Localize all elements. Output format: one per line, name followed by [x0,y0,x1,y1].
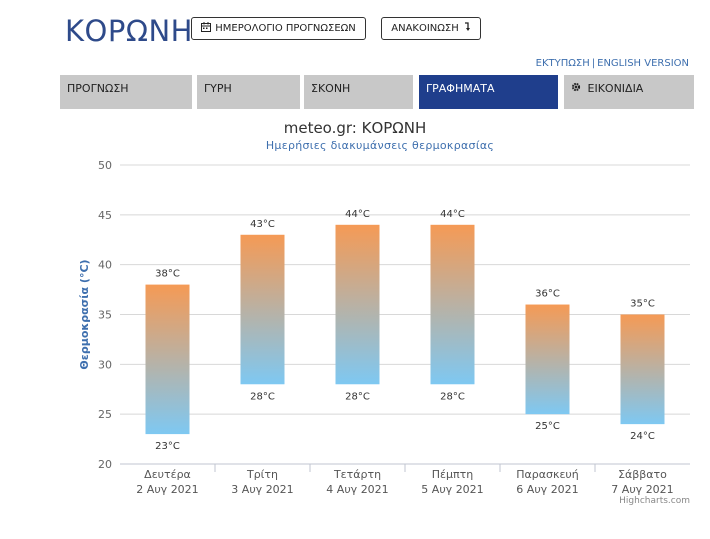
high-temp-label: 35°C [630,299,655,310]
calendar-button[interactable]: ΗΜΕΡΟΛΟΓΙΟ ΠΡΟΓΝΩΣΕΩΝ [191,17,366,40]
x-tick-day-label: Τρίτη [246,468,278,481]
tab-label: ΕΙΚΟΝΙΔΙΑ [587,82,644,95]
y-tick-label: 35 [98,309,112,322]
y-tick-label: 25 [98,408,112,421]
y-tick-label: 40 [98,259,112,272]
y-tick-label: 30 [98,358,112,371]
tab-label: ΠΡΟΓΝΩΣΗ [67,82,129,95]
chart-subtitle: Ημερήσιες διακυμάνσεις θερμοκρασίας [265,139,495,152]
english-version-link[interactable]: ENGLISH VERSION [597,58,689,69]
x-tick-day-label: Δευτέρα [144,468,191,481]
low-temp-label: 28°C [345,391,370,402]
low-temp-label: 23°C [155,441,180,452]
tab-label: ΓΥΡΗ [204,82,232,95]
y-tick-label: 50 [98,159,112,172]
announcement-button-label: ΑΝΑΚΟΙΝΩΣΗ [391,23,459,34]
x-tick-date-label: 3 Αυγ 2021 [231,483,293,496]
y-tick-label: 20 [98,458,112,471]
high-temp-label: 44°C [440,209,465,220]
temperature-bar [525,304,570,415]
low-temp-label: 25°C [535,421,560,432]
tab-icons[interactable]: ΕΙΚΟΝΙΔΙΑ [564,75,694,109]
x-tick-day-label: Σάββατο [618,468,667,481]
high-temp-label: 43°C [250,219,275,230]
city-title: ΚΟΡΩΝΗ [65,14,193,48]
x-tick-date-label: 4 Αυγ 2021 [326,483,388,496]
chart-title: meteo.gr: ΚΟΡΩΝΗ [283,119,427,137]
x-tick-date-label: 7 Αυγ 2021 [611,483,673,496]
low-temp-label: 24°C [630,431,655,442]
x-tick-date-label: 5 Αυγ 2021 [421,483,483,496]
temperature-bar [335,224,380,385]
temperature-bar [145,284,190,435]
calendar-icon [201,22,212,35]
low-temp-label: 28°C [250,391,275,402]
temperature-bar [240,234,285,385]
print-link[interactable]: ΕΚΤΥΠΩΣΗ [535,58,590,69]
temperature-bar [620,314,665,425]
tab-label: ΣΚΟΝΗ [311,82,351,95]
tab-pollen[interactable]: ΓΥΡΗ [197,75,300,109]
tab-charts[interactable]: ΓΡΑΦΗΜΑΤΑ [419,75,558,109]
calendar-button-label: ΗΜΕΡΟΛΟΓΙΟ ΠΡΟΓΝΩΣΕΩΝ [215,23,356,34]
y-tick-label: 45 [98,209,112,222]
x-tick-day-label: Τετάρτη [333,468,381,481]
temperature-bar [430,224,475,385]
high-temp-label: 44°C [345,209,370,220]
y-axis-title: Θερμοκρασία (°C) [78,259,91,369]
gear-icon [571,82,585,95]
arrow-down-icon [463,22,471,35]
tab-label: ΓΡΑΦΗΜΑΤΑ [426,82,495,95]
x-tick-day-label: Πέμπτη [432,468,473,481]
x-tick-date-label: 6 Αυγ 2021 [516,483,578,496]
announcement-button[interactable]: ΑΝΑΚΟΙΝΩΣΗ [381,17,481,40]
tab-dust[interactable]: ΣΚΟΝΗ [304,75,413,109]
highcharts-credit[interactable]: Highcharts.com [619,496,690,506]
tab-forecast[interactable]: ΠΡΟΓΝΩΣΗ [60,75,192,109]
x-tick-date-label: 2 Αυγ 2021 [136,483,198,496]
high-temp-label: 38°C [155,269,180,280]
top-links: ΕΚΤΥΠΩΣΗ | ENGLISH VERSION [536,58,689,69]
x-tick-day-label: Παρασκευή [516,468,579,481]
low-temp-label: 28°C [440,391,465,402]
link-separator: | [591,58,596,69]
high-temp-label: 36°C [535,289,560,300]
